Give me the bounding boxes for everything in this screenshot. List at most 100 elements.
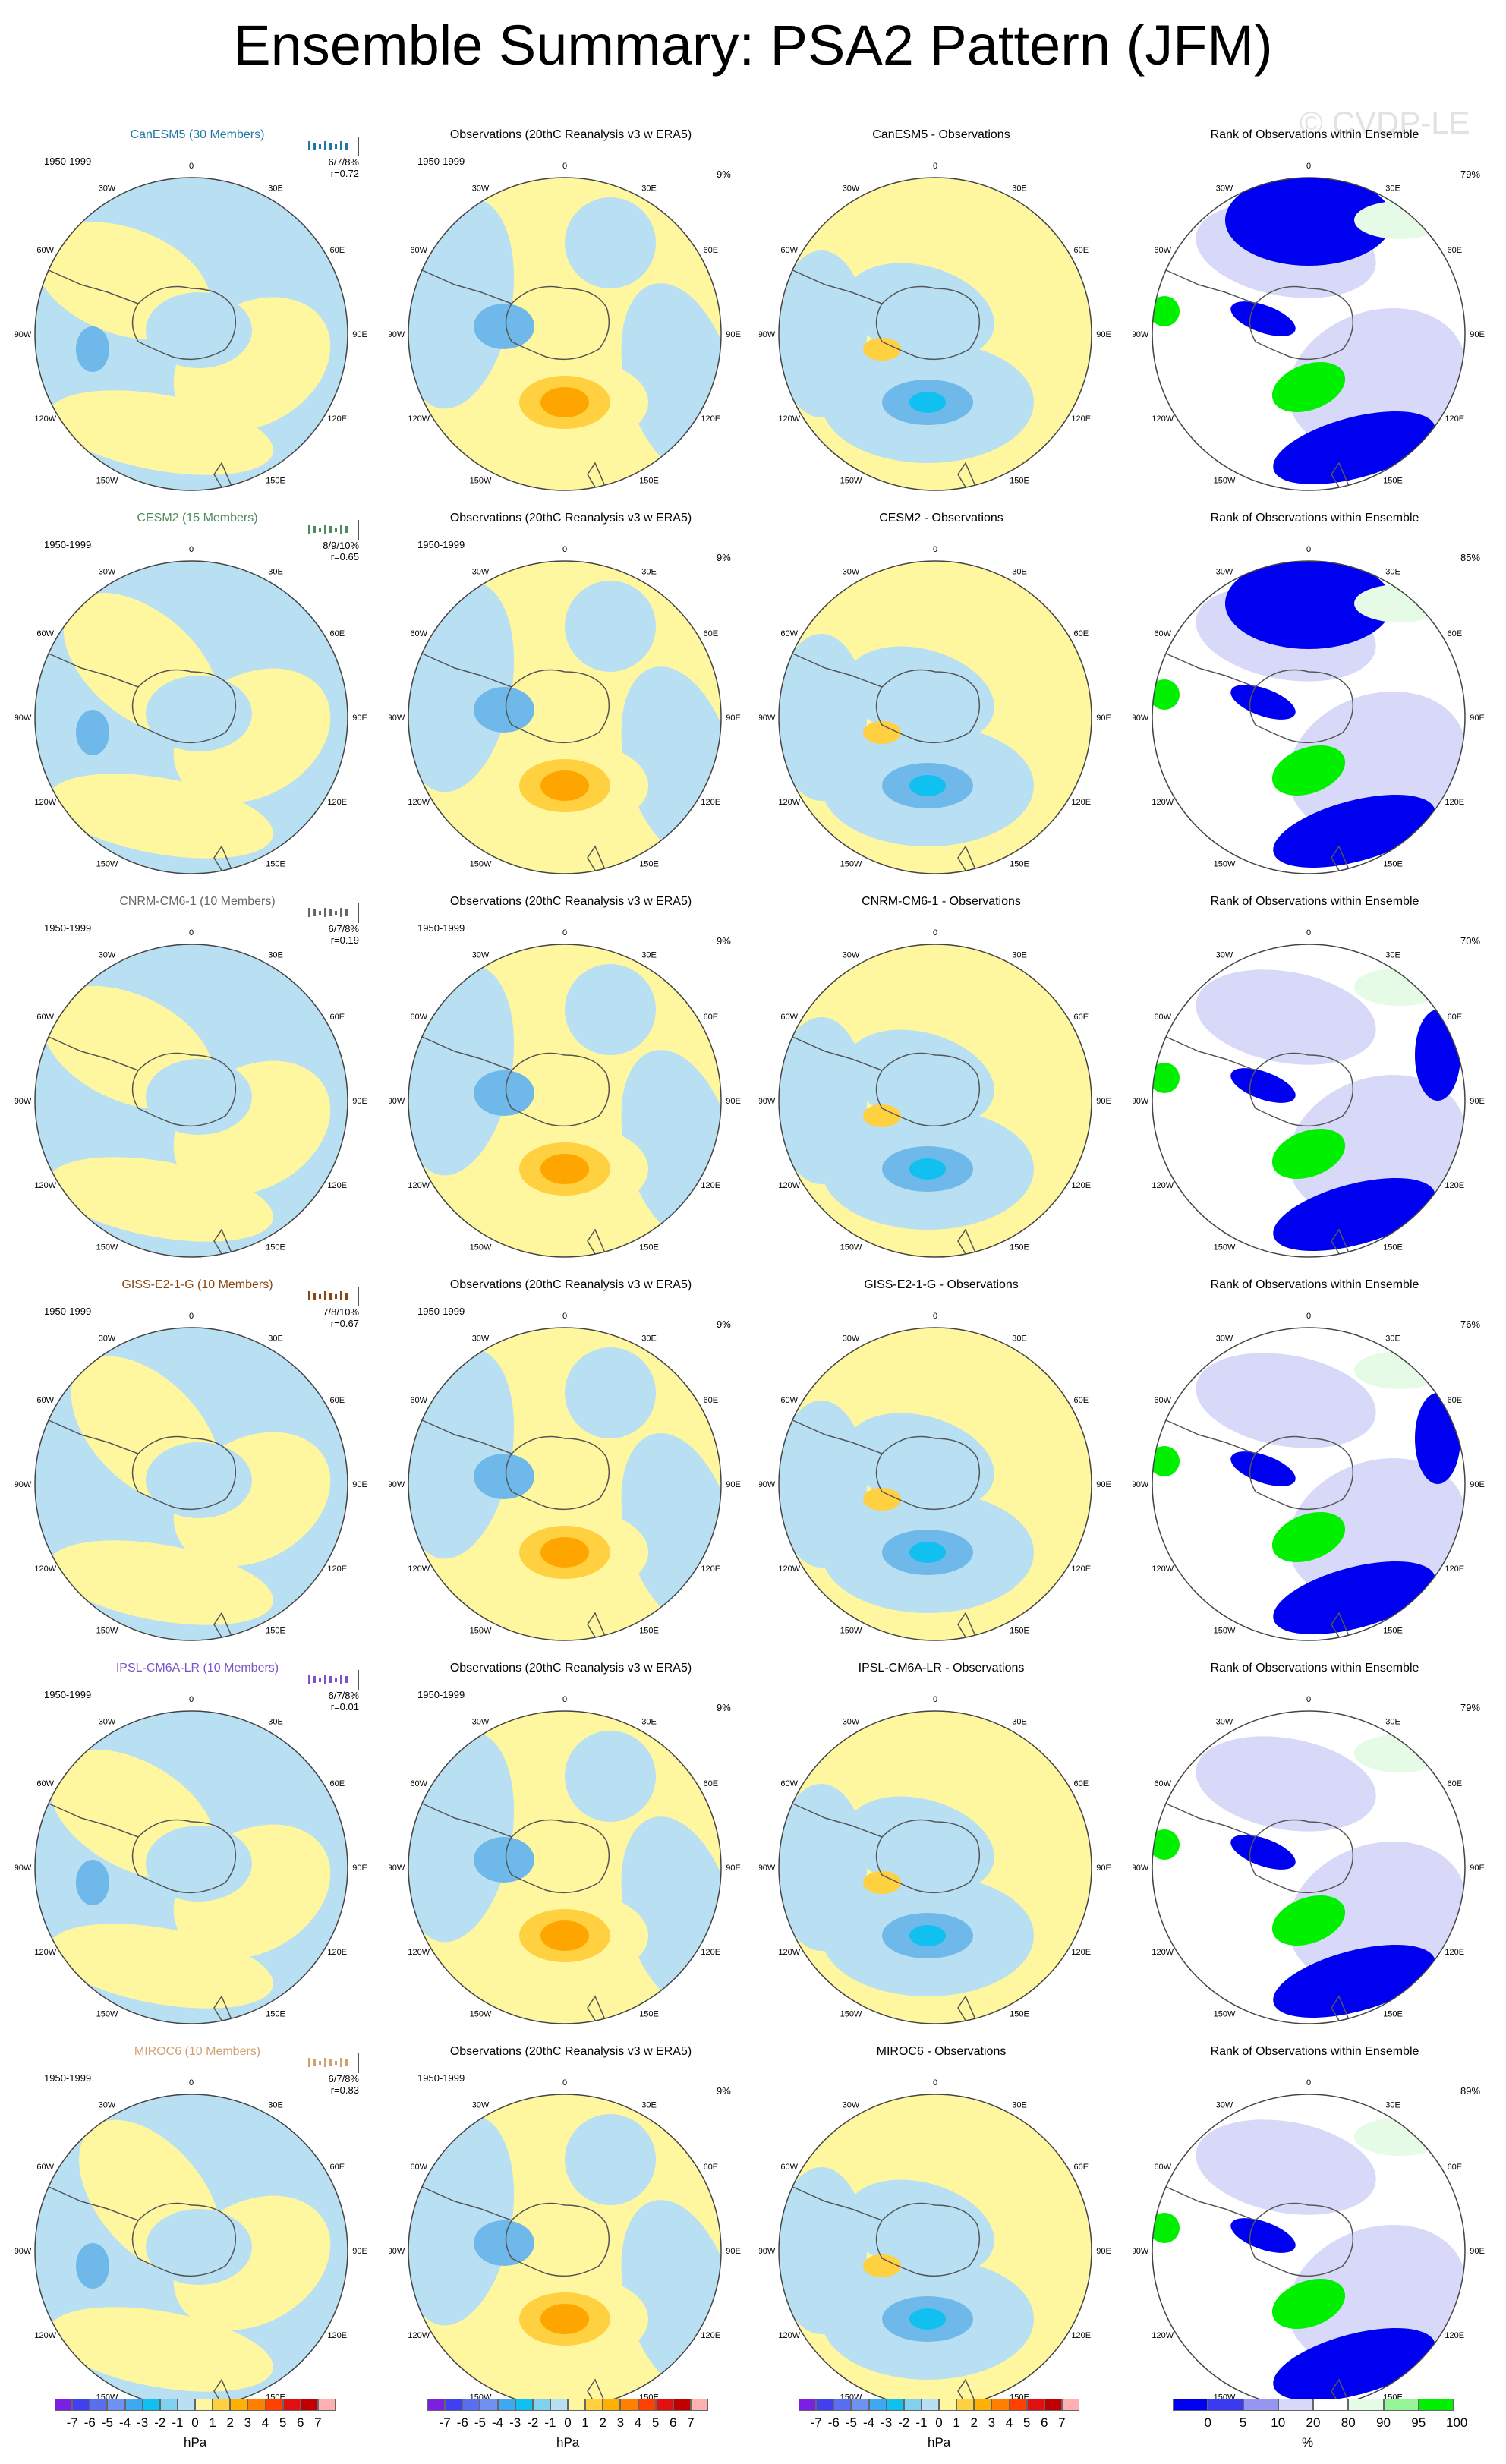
colorbar-swatch	[939, 2399, 957, 2411]
colorbar-swatch	[282, 2399, 301, 2411]
longitude-label: 120W	[408, 2331, 430, 2340]
longitude-label: 0	[189, 928, 194, 937]
member-tick	[313, 143, 316, 150]
longitude-label: 120E	[1445, 1564, 1464, 1574]
rank-high-region	[1152, 679, 1180, 710]
longitude-label: 120E	[1445, 1181, 1464, 1190]
colorbar-tick-label: -5	[474, 2415, 486, 2430]
polar-map: 030E60E90E120E150E180150W120W90W60W30W	[1133, 1695, 1485, 2024]
rank-percent: 89%	[1460, 2085, 1481, 2097]
member-tick	[319, 1678, 321, 1682]
longitude-label: 0	[562, 928, 567, 937]
longitude-label: 30W	[843, 568, 860, 577]
negative-anomaly-region	[779, 2167, 867, 2334]
positive-anomaly-core	[863, 1488, 901, 1511]
longitude-label: 120W	[1152, 1948, 1174, 1957]
longitude-label: 120W	[778, 1564, 800, 1574]
colorbar-swatch	[620, 2399, 638, 2411]
longitude-label: 30W	[843, 951, 860, 960]
colorbar-tick-label: 2	[226, 2415, 234, 2430]
negative-anomaly-core	[76, 2243, 109, 2289]
longitude-label: 30W	[1216, 568, 1233, 577]
longitude-label: 30E	[1385, 2101, 1400, 2110]
longitude-label: 30W	[472, 1334, 490, 1344]
polar-map: 030E60E90E120E150E180150W120W90W60W30W	[15, 162, 367, 491]
map-border	[34, 1327, 348, 1641]
period-label: 1950-1999	[44, 539, 92, 550]
negative-anomaly-core	[474, 687, 534, 733]
rank-percent: 85%	[1460, 552, 1481, 563]
map-border	[408, 177, 722, 491]
colorbar-swatch	[195, 2399, 213, 2411]
period-label: 1950-1999	[44, 1306, 92, 1317]
longitude-label: 30E	[268, 951, 283, 960]
peninsula-coastline	[46, 269, 139, 304]
obs-panel: 030E60E90E120E150E180150W120W90W60W30WOb…	[389, 1264, 753, 1647]
longitude-label: 30E	[1012, 1718, 1027, 1727]
colorbar-tick-label: 7	[687, 2415, 695, 2430]
colorbar-unit: hPa	[928, 2435, 951, 2450]
longitude-label: 120E	[701, 2331, 720, 2340]
rank-panel: 030E60E90E120E150E180150W120W90W60W30WRa…	[1133, 2031, 1497, 2414]
longitude-label: 60E	[703, 1779, 718, 1788]
polar-map: 030E60E90E120E150E180150W120W90W60W30W	[389, 1312, 741, 1641]
colorbar-tick-label: 7	[314, 2415, 322, 2430]
antarctica-coastline	[505, 669, 610, 744]
colorbar-swatch	[1418, 2399, 1454, 2411]
longitude-label: 150W	[96, 1626, 118, 1635]
colorbar-tick-label: 95	[1411, 2415, 1426, 2430]
polar-map: 030E60E90E120E150E180150W120W90W60W30W	[759, 545, 1111, 874]
longitude-label: 60E	[1073, 246, 1089, 255]
member-tick	[345, 1676, 348, 1683]
longitude-label: 30E	[1385, 1334, 1400, 1344]
colorbar-swatch	[903, 2399, 922, 2411]
member-tick	[313, 526, 316, 533]
colorbar-tick-label: 6	[1041, 2415, 1048, 2430]
peninsula-coastline	[1164, 652, 1256, 688]
member-tick	[329, 909, 332, 916]
antarctica-coastline	[131, 285, 237, 361]
longitude-label: 90E	[1096, 2247, 1111, 2256]
member-tick	[319, 528, 321, 532]
period-label: 1950-1999	[44, 922, 92, 934]
member-tick	[324, 141, 326, 150]
inset-correlation: r=0.83	[330, 2084, 359, 2096]
longitude-label: 30W	[99, 1718, 116, 1727]
model-title: CanESM5 (30 Members)	[130, 128, 265, 141]
member-tick	[335, 1678, 337, 1682]
member-tick	[313, 2059, 316, 2066]
negative-anomaly-peak	[909, 775, 946, 796]
longitude-label: 120W	[408, 798, 430, 807]
colorbar-tick-label: 4	[261, 2415, 269, 2430]
longitude-label: 90E	[1470, 1480, 1485, 1489]
longitude-label: 90E	[1470, 330, 1485, 339]
model-panel: 030E60E90E120E150E180150W120W90W60W30WIP…	[15, 1647, 380, 2031]
longitude-label: 150E	[1383, 2009, 1403, 2018]
longitude-label: 150E	[1010, 1243, 1029, 1252]
rank-low-region	[1415, 1393, 1460, 1484]
colorbar-swatch	[1243, 2399, 1278, 2411]
polar-map: 030E60E90E120E150E180150W120W90W60W30W	[389, 928, 741, 1258]
positive-anomaly-peak	[540, 770, 589, 801]
member-tick	[319, 911, 321, 915]
member-tick	[340, 1291, 342, 1300]
model-title: MIROC6 (10 Members)	[134, 2045, 261, 2058]
longitude-label: 150W	[470, 1626, 492, 1635]
negative-anomaly-region	[565, 964, 656, 1055]
peninsula-coastline	[46, 652, 139, 688]
colorbar-swatch	[1044, 2399, 1062, 2411]
colorbar-swatch	[142, 2399, 160, 2411]
longitude-label: 90E	[352, 2247, 367, 2256]
longitude-label: 30E	[1012, 1334, 1027, 1344]
rank-low-region	[1230, 685, 1296, 720]
polar-map: 030E60E90E120E150E180150W120W90W60W30W	[1133, 545, 1485, 874]
longitude-label: 150E	[639, 859, 659, 868]
antarctica-coastline	[131, 1819, 237, 1894]
rank-low-region	[1273, 795, 1435, 868]
longitude-label: 150W	[1214, 1626, 1236, 1635]
peninsula-coastline	[420, 269, 512, 304]
longitude-label: 60E	[1447, 1013, 1462, 1022]
longitude-label: 90E	[1096, 1480, 1111, 1489]
colorbar-swatch	[1313, 2399, 1349, 2411]
inset-stats: 6/7/8% r=0.83	[307, 2073, 359, 2096]
